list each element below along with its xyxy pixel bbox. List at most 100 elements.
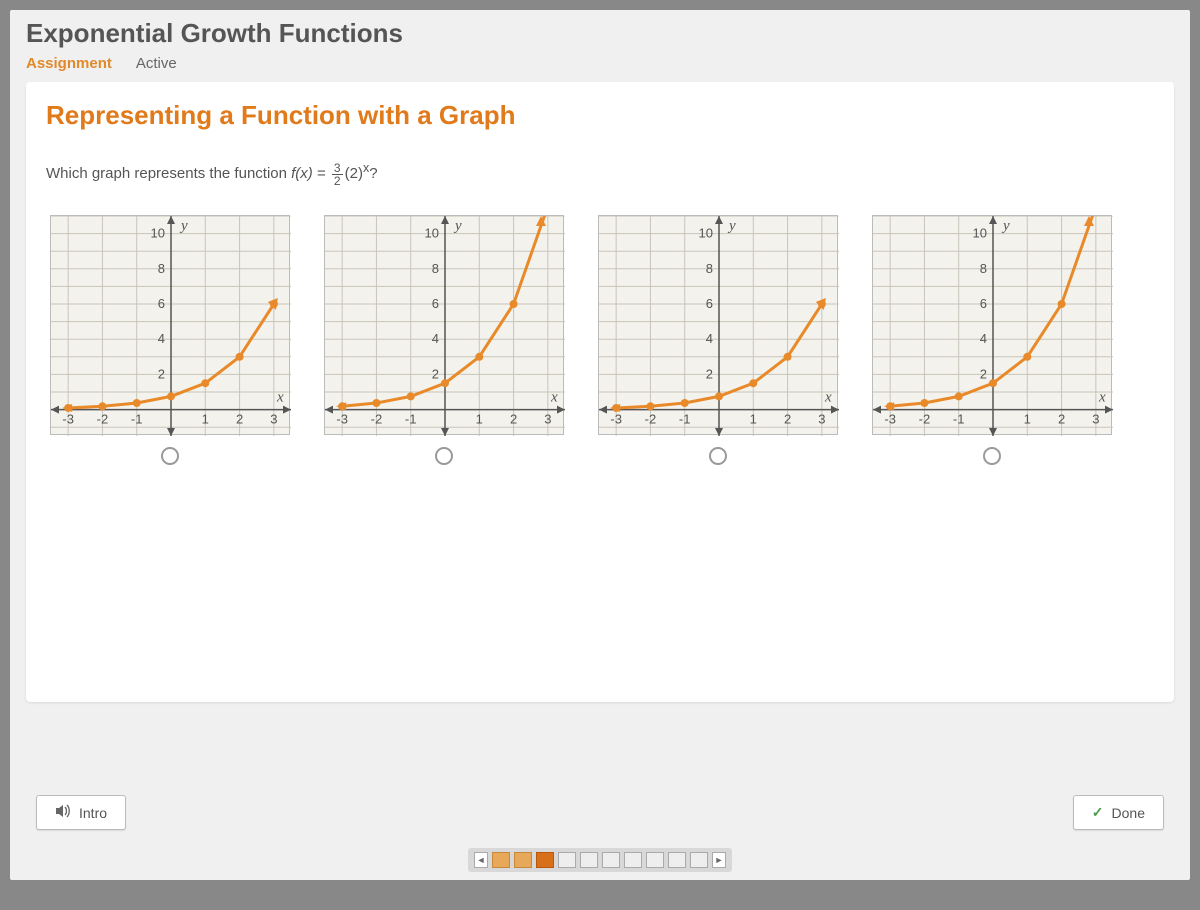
subheader: Assignment Active (10, 53, 1190, 82)
graph-option[interactable]: -3 -2 -1 1 2 3 2 4 6 8 10 y x (50, 215, 290, 465)
svg-text:-3: -3 (884, 411, 896, 426)
progress-step[interactable] (624, 852, 642, 868)
svg-text:-2: -2 (645, 411, 657, 426)
svg-text:-3: -3 (336, 411, 348, 426)
speaker-icon (55, 804, 71, 821)
svg-text:3: 3 (544, 411, 551, 426)
svg-text:3: 3 (818, 411, 825, 426)
footer-bar: Intro ✓ Done (36, 795, 1164, 830)
graph-option[interactable]: -3 -2 -1 1 2 3 2 4 6 8 10 y x (872, 215, 1112, 465)
question-fraction: 32 (332, 162, 343, 187)
svg-text:x: x (276, 389, 284, 405)
progress-prev-button[interactable]: ◄ (474, 852, 488, 868)
graph-plot: -3-2-1123246810yx (324, 215, 564, 435)
progress-step[interactable] (668, 852, 686, 868)
option-radio[interactable] (983, 447, 1001, 465)
svg-text:-1: -1 (953, 411, 965, 426)
svg-text:2: 2 (236, 411, 243, 426)
page-title: Exponential Growth Functions (26, 18, 1174, 49)
svg-text:8: 8 (980, 260, 987, 275)
svg-text:6: 6 (706, 296, 713, 311)
progress-step[interactable] (558, 852, 576, 868)
progress-step[interactable] (514, 852, 532, 868)
header: Exponential Growth Functions (10, 10, 1190, 53)
svg-text:6: 6 (980, 296, 987, 311)
svg-text:4: 4 (706, 331, 713, 346)
svg-text:-3: -3 (62, 411, 74, 426)
svg-text:10: 10 (699, 225, 713, 240)
progress-step[interactable] (536, 852, 554, 868)
svg-text:-1: -1 (131, 411, 143, 426)
svg-text:8: 8 (706, 260, 713, 275)
svg-text:4: 4 (980, 331, 987, 346)
app-window: Exponential Growth Functions Assignment … (10, 10, 1190, 880)
fraction-denominator: 2 (332, 175, 343, 187)
graph-plot: -3 -2 -1 1 2 3 2 4 6 8 10 y x (872, 215, 1112, 435)
option-radio[interactable] (161, 447, 179, 465)
content-panel: Representing a Function with a Graph Whi… (26, 82, 1174, 702)
status-label: Active (136, 55, 177, 72)
svg-text:4: 4 (432, 331, 439, 346)
svg-text:8: 8 (158, 260, 165, 275)
progress-step[interactable] (602, 852, 620, 868)
intro-button-label: Intro (79, 805, 107, 821)
progress-step[interactable] (646, 852, 664, 868)
svg-text:x: x (550, 389, 558, 405)
progress-step[interactable] (690, 852, 708, 868)
svg-text:3: 3 (270, 411, 277, 426)
svg-text:-1: -1 (679, 411, 691, 426)
done-button-label: Done (1112, 805, 1145, 821)
svg-text:y: y (179, 218, 188, 234)
svg-text:-2: -2 (97, 411, 109, 426)
graph-plot: -3 -2 -1 1 2 3 2 4 6 8 10 y x (50, 215, 290, 435)
svg-text:1: 1 (1024, 411, 1031, 426)
svg-text:8: 8 (432, 260, 439, 275)
intro-button[interactable]: Intro (36, 795, 126, 830)
svg-text:x: x (824, 389, 832, 405)
svg-text:y: y (1001, 218, 1010, 234)
svg-text:2: 2 (784, 411, 791, 426)
graph-option[interactable]: -3-2-1123246810yx (324, 215, 564, 465)
option-radio[interactable] (709, 447, 727, 465)
progress-bar: ◄ ► (468, 848, 732, 872)
svg-text:4: 4 (158, 331, 165, 346)
graph-options-row: -3 -2 -1 1 2 3 2 4 6 8 10 y x -3 -2 -1 1 2 3 2 4 6 8 10 y x -3 -2 -1… (46, 215, 1154, 465)
svg-text:2: 2 (510, 411, 517, 426)
option-radio[interactable] (435, 447, 453, 465)
svg-text:3: 3 (1092, 411, 1099, 426)
svg-text:y: y (727, 218, 736, 234)
fraction-numerator: 3 (332, 162, 343, 175)
svg-text:-2: -2 (919, 411, 931, 426)
graph-plot: -3 -2 -1 1 2 3 2 4 6 8 10 y x (598, 215, 838, 435)
check-icon: ✓ (1092, 804, 1104, 821)
svg-text:1: 1 (202, 411, 209, 426)
progress-next-button[interactable]: ► (712, 852, 726, 868)
question-fn: f(x) (291, 165, 313, 182)
svg-text:2: 2 (432, 366, 439, 381)
svg-text:2: 2 (706, 366, 713, 381)
panel-title: Representing a Function with a Graph (46, 100, 1154, 131)
graph-option[interactable]: -3 -2 -1 1 2 3 2 4 6 8 10 y x (598, 215, 838, 465)
svg-text:10: 10 (973, 225, 987, 240)
svg-text:y: y (453, 218, 462, 234)
assignment-label: Assignment (26, 55, 112, 72)
question-prefix: Which graph represents the function (46, 165, 291, 182)
svg-text:x: x (1098, 389, 1106, 405)
progress-step[interactable] (492, 852, 510, 868)
svg-text:1: 1 (750, 411, 757, 426)
svg-text:-3: -3 (610, 411, 622, 426)
svg-text:2: 2 (158, 366, 165, 381)
svg-text:10: 10 (425, 225, 439, 240)
question-eq: = (313, 165, 330, 182)
question-base: (2) (345, 165, 363, 182)
svg-text:10: 10 (151, 225, 165, 240)
question-suffix: ? (369, 165, 377, 182)
question-text: Which graph represents the function f(x)… (46, 161, 1154, 187)
svg-text:6: 6 (432, 296, 439, 311)
done-button[interactable]: ✓ Done (1073, 795, 1164, 830)
progress-step[interactable] (580, 852, 598, 868)
svg-text:2: 2 (1058, 411, 1065, 426)
svg-text:6: 6 (158, 296, 165, 311)
svg-text:2: 2 (980, 366, 987, 381)
svg-text:-2: -2 (371, 411, 383, 426)
